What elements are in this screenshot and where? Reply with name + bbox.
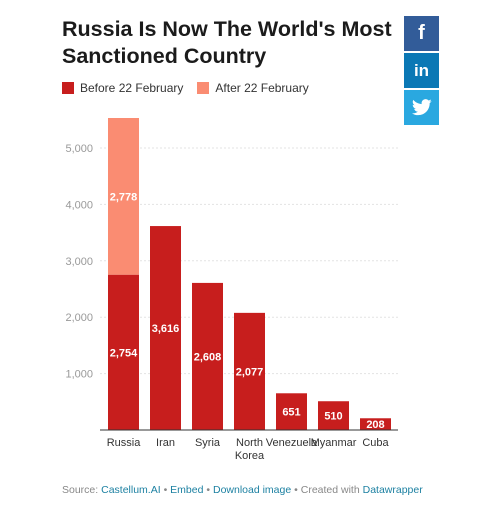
legend: Before 22 February After 22 February: [62, 81, 323, 95]
legend-label-before: Before 22 February: [80, 81, 184, 95]
data-label: 2,778: [110, 191, 138, 203]
x-tick-label: Syria: [195, 437, 221, 449]
legend-swatch-before: [62, 82, 74, 94]
y-tick-label: 5,000: [65, 143, 93, 155]
twitter-bird-icon: [411, 99, 432, 116]
download-image-link[interactable]: Download image: [212, 484, 292, 496]
footer-separator: •: [206, 484, 211, 496]
facebook-icon: f: [418, 22, 425, 44]
y-tick-label: 4,000: [65, 199, 93, 211]
bar-segment: [108, 274, 139, 430]
legend-item-after: After 22 February: [197, 81, 309, 95]
data-label: 3,616: [152, 323, 180, 335]
chart-title: Russia Is Now The World's Most Sanctione…: [62, 17, 392, 68]
data-label: 2,754: [110, 347, 138, 359]
x-tick-label: Myanmar: [311, 437, 357, 449]
data-label: 2,608: [194, 351, 222, 363]
source-link[interactable]: Castellum.AI: [101, 484, 161, 496]
x-tick-label: Korea: [235, 450, 265, 462]
bar-segment: [150, 226, 181, 430]
facebook-share-button[interactable]: f: [404, 16, 439, 51]
linkedin-icon: in: [413, 60, 430, 80]
footer-separator: •: [294, 484, 298, 496]
linkedin-share-button[interactable]: in: [404, 53, 439, 88]
bar-segment: [318, 401, 349, 430]
x-tick-label: North: [236, 437, 263, 449]
bar-segment: [192, 282, 223, 430]
legend-swatch-after: [197, 82, 210, 94]
data-label: 651: [282, 407, 300, 419]
bar-segment: [360, 418, 391, 430]
bar-segment: [234, 312, 265, 430]
footer-created-label: Created with: [300, 484, 360, 496]
bar-chart: 1,000 2,000 3,000 4,000 5,000 2,754 2,778 Russi…: [65, 118, 398, 462]
bar-segment: [108, 118, 139, 275]
data-label: 208: [366, 419, 384, 431]
y-tick-label: 1,000: [65, 369, 93, 381]
x-tick-label: Venezuela: [266, 437, 318, 449]
bar-segment: [276, 393, 307, 430]
footer-source-label: Source:: [62, 484, 99, 496]
legend-label-after: After 22 February: [215, 81, 309, 95]
x-tick-label: Russia: [107, 437, 142, 449]
data-label: 510: [324, 411, 342, 423]
x-tick-label: Iran: [156, 437, 175, 449]
footer: Source: Castellum.AI • Embed • Download …: [62, 484, 423, 496]
datawrapper-link[interactable]: Datawrapper: [362, 484, 423, 496]
embed-link[interactable]: Embed: [170, 484, 204, 496]
y-tick-label: 2,000: [65, 312, 93, 324]
y-tick-label: 3,000: [65, 256, 93, 268]
footer-separator: •: [163, 484, 168, 496]
data-label: 2,077: [236, 366, 264, 378]
x-tick-label: Cuba: [362, 437, 389, 449]
twitter-share-button[interactable]: [404, 90, 439, 125]
legend-item-before: Before 22 February: [62, 81, 183, 95]
